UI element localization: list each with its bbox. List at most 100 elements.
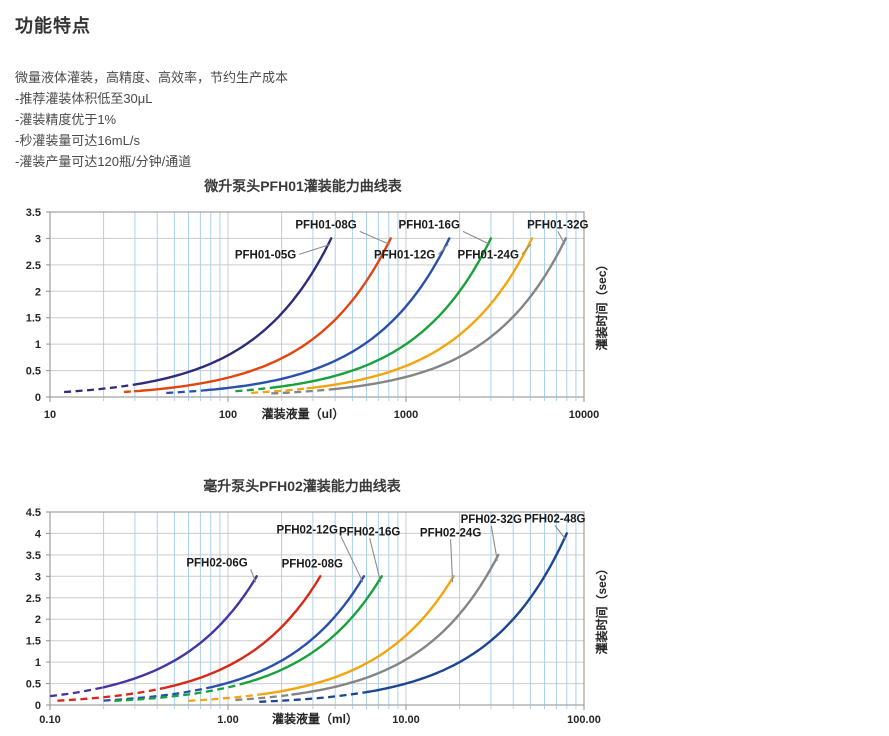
x-tick-label: 10.00	[392, 714, 420, 726]
plot-border	[49, 211, 585, 398]
PFH01-16G-curve-dashed	[235, 386, 274, 393]
PFH02-08G-curve	[159, 575, 322, 690]
series-curves	[64, 237, 567, 395]
PFH01-16G-label-leader	[462, 230, 491, 245]
pfh02-chart-canvas: 0 0.5 1 1.5 2 2.5 3 3.5 4 4.5 0.10 1.00 10.00 100.00 P…	[26, 478, 609, 726]
PFH02-16G-label: PFH02-16G	[339, 526, 400, 538]
pfh02-capability-chart: 0 0.5 1 1.5 2 2.5 3 3.5 4 4.5 0.10 1.00 10.00 100.00 P…	[0, 475, 660, 736]
PFH02-32G-curve	[291, 553, 500, 696]
x-tick-label: 1.00	[217, 714, 238, 726]
PFH02-06G-curve-dashed	[49, 686, 104, 698]
PFH01-32G-label: PFH01-32G	[527, 219, 588, 231]
x-tick-label: 0.10	[39, 714, 60, 726]
grid	[50, 512, 584, 705]
axes: 0 0.5 1 1.5 2 2.5 3 3.5 10 100 1000 10000	[26, 207, 600, 421]
PFH01-24G-label-leader	[521, 244, 532, 255]
page-title: 功能特点	[15, 16, 91, 36]
pfh01-capability-chart: 0 0.5 1 1.5 2 2.5 3 3.5 10 100 1000 10000 PFH01-05G P…	[0, 175, 660, 437]
PFH01-12G-label-leader	[437, 244, 449, 255]
feature-line-5: -灌装产量可达120瓶/分钟/通道	[15, 154, 192, 169]
PFH01-08G-curve-dashed	[123, 390, 136, 394]
PFH02-16G-label-leader	[369, 538, 382, 583]
PFH02-24G-curve	[263, 575, 455, 696]
PFH01-08G-curve	[133, 237, 392, 393]
PFH02-16G-curve	[240, 575, 383, 685]
feature-line-2: -推荐灌装体积低至30μL	[15, 91, 153, 106]
x-axis-label: 灌装液量（ul）	[261, 406, 345, 421]
series-curves	[49, 532, 568, 703]
y-tick-label: 3	[35, 233, 41, 245]
x-axis-label: 灌装液量（ml）	[271, 711, 358, 726]
PFH02-08G-label: PFH02-08G	[282, 558, 343, 570]
PFH02-12G-curve	[209, 575, 366, 689]
PFH01-16G-curve	[272, 237, 493, 389]
y-tick-label: 3	[35, 571, 41, 583]
x-tick-label: 100	[219, 409, 237, 421]
PFH02-32G-label: PFH02-32G	[461, 514, 522, 526]
plot-border	[49, 511, 585, 706]
y-tick-label: 3.5	[26, 207, 41, 219]
x-tick-label: 10000	[569, 409, 600, 421]
PFH02-06G-label-leader	[250, 569, 257, 583]
PFH02-08G-curve-dashed	[57, 687, 162, 702]
PFH01-12G-curve-dashed	[166, 388, 207, 395]
x-tick-label: 10	[44, 409, 56, 421]
PFH02-06G-label: PFH02-06G	[186, 557, 247, 569]
PFH01-32G-label-leader	[557, 231, 566, 245]
feature-line-4: -秒灌装量可达16mL/s	[15, 133, 140, 148]
PFH02-48G-label: PFH02-48G	[524, 513, 585, 525]
PFH02-12G-label: PFH02-12G	[277, 524, 338, 536]
y-axis-label: 灌装时间（sec）	[594, 258, 609, 351]
PFH02-12G-curve-dashed	[103, 686, 212, 702]
y-tick-label: 1	[35, 657, 41, 669]
y-tick-label: 0.5	[26, 679, 41, 691]
PFH02-12G-label-leader	[340, 536, 364, 583]
PFH02-32G-curve-dashed	[235, 693, 293, 702]
feature-line-3: -灌装精度优于1%	[15, 112, 117, 127]
y-tick-label: 2.5	[26, 260, 41, 272]
PFH01-24G-label: PFH01-24G	[458, 249, 519, 261]
y-axis-label: 灌装时间（sec）	[594, 562, 609, 655]
PFH01-05G-label: PFH01-05G	[235, 249, 296, 261]
PFH02-24G-label-leader	[450, 539, 454, 583]
y-tick-label: 1	[35, 339, 41, 351]
x-tick-label: 1000	[394, 409, 418, 421]
chart-title: 毫升泵头PFH02灌装能力曲线表	[203, 478, 402, 494]
y-tick-label: 0	[35, 700, 41, 712]
axes: 0 0.5 1 1.5 2 2.5 3 3.5 4 4.5 0.10 1.00 10.00 100.00	[26, 507, 601, 726]
y-tick-label: 2	[35, 286, 41, 298]
PFH01-08G-label: PFH01-08G	[295, 219, 356, 231]
PFH02-06G-curve	[102, 575, 258, 689]
pfh01-chart-canvas: 00.511.522.533.510 100 1000 10000PFH01-05GP…	[26, 178, 609, 421]
PFH01-24G-curve-dashed	[251, 387, 308, 394]
y-tick-label: 0	[35, 392, 41, 404]
y-tick-label: 1.5	[26, 313, 41, 325]
chart-title: 微升泵头PFH01灌装能力曲线表	[203, 178, 403, 194]
feature-list: 微量液体灌装，高精度、高效率，节约生产成本 -推荐灌装体积低至30μL -灌装精…	[15, 67, 288, 172]
y-tick-label: 2	[35, 614, 41, 626]
y-tick-label: 1.5	[26, 636, 41, 648]
y-tick-label: 2.5	[26, 593, 41, 605]
PFH01-32G-curve	[332, 237, 567, 391]
PFH01-16G-label: PFH01-16G	[399, 219, 460, 231]
y-tick-label: 3.5	[26, 550, 41, 562]
feature-line-1: 微量液体灌装，高精度、高效率，节约生产成本	[15, 70, 289, 85]
PFH01-12G-curve	[205, 237, 451, 392]
PFH01-24G-curve	[306, 237, 534, 390]
PFH02-24G-curve-dashed	[188, 692, 265, 702]
PFH02-48G-curve	[365, 532, 568, 694]
PFH02-48G-curve-dashed	[259, 690, 367, 703]
y-tick-label: 4.5	[26, 507, 41, 519]
PFH01-08G-label-leader	[359, 230, 390, 245]
PFH02-48G-label-leader	[554, 525, 567, 540]
PFH01-05G-curve-dashed	[64, 383, 136, 394]
y-tick-label: 4	[35, 528, 42, 540]
PFH02-16G-curve-dashed	[114, 682, 243, 703]
PFH01-12G-label: PFH01-12G	[374, 249, 435, 261]
PFH01-05G-label-leader	[299, 243, 331, 255]
PFH02-24G-label: PFH02-24G	[420, 527, 481, 539]
PFH01-32G-curve-dashed	[271, 388, 334, 395]
PFH02-32G-label-leader	[490, 525, 498, 561]
x-tick-label: 100.00	[567, 714, 601, 726]
